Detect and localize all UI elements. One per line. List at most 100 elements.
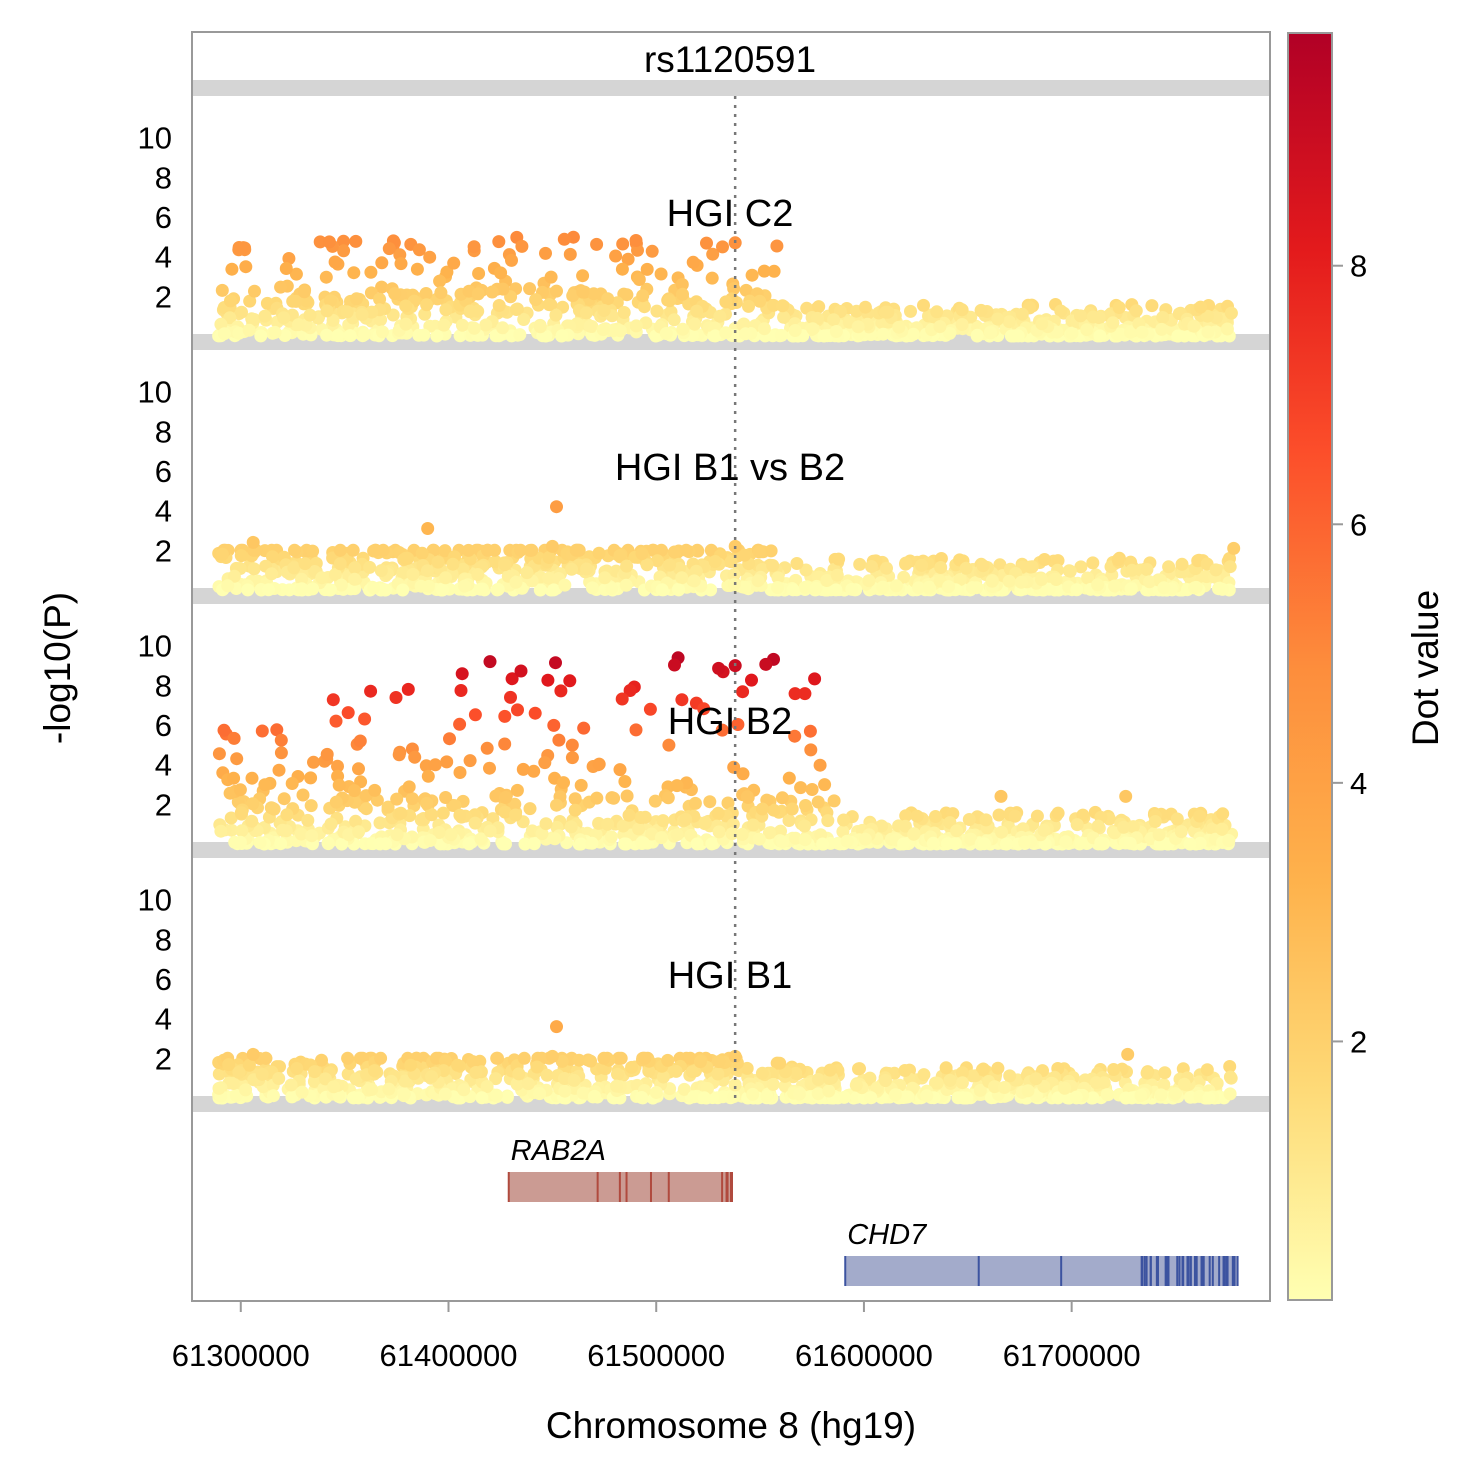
snp-point xyxy=(514,664,528,678)
snp-point xyxy=(1223,1087,1237,1101)
snp-point xyxy=(1124,582,1138,596)
y-tick-label: 6 xyxy=(155,200,172,235)
y-tick-label: 10 xyxy=(138,883,172,918)
snp-point xyxy=(402,780,416,794)
snp-point xyxy=(326,693,340,707)
snp-point-highlight xyxy=(550,1020,563,1034)
snp-point xyxy=(509,808,522,822)
snp-point xyxy=(557,776,570,790)
snp-point xyxy=(262,583,275,597)
snp-point xyxy=(675,693,689,707)
snp-point xyxy=(616,819,630,833)
snp-point xyxy=(757,322,771,336)
snp-point xyxy=(298,557,312,571)
snp-point xyxy=(650,554,664,568)
y-tick-label: 8 xyxy=(155,414,172,449)
snp-point xyxy=(716,240,729,254)
snp-point xyxy=(404,1058,418,1072)
snp-point xyxy=(899,556,913,570)
snp-point xyxy=(363,560,377,574)
snp-point xyxy=(805,783,819,796)
panel-1 xyxy=(193,230,1269,350)
snp-point xyxy=(533,583,547,597)
snp-point xyxy=(635,1091,649,1104)
snp-point xyxy=(433,274,447,288)
colorbar-tick-label: 2 xyxy=(1350,1024,1367,1059)
snp-point xyxy=(1117,820,1131,834)
snp-point xyxy=(1174,825,1188,839)
snp-point xyxy=(964,832,978,846)
snp-point xyxy=(306,544,320,558)
snp-point xyxy=(745,673,758,687)
snp-point xyxy=(955,318,969,331)
snp-point xyxy=(1076,808,1090,822)
exon-mark xyxy=(1155,1256,1158,1286)
snp-point xyxy=(629,319,643,333)
snp-point xyxy=(234,549,248,563)
snp-point xyxy=(1063,564,1077,578)
snp-point xyxy=(242,323,256,337)
snp-point xyxy=(535,827,549,841)
gene-rab2a: RAB2A xyxy=(507,1135,733,1202)
snp-point xyxy=(572,1053,586,1067)
exon-mark xyxy=(1236,1256,1239,1286)
snp-point xyxy=(798,819,811,833)
snp-point xyxy=(538,756,552,770)
snp-point xyxy=(212,1081,226,1095)
snp-point xyxy=(492,235,506,249)
snp-point xyxy=(516,762,530,776)
snp-point xyxy=(322,235,336,249)
snp-point xyxy=(568,792,582,806)
snp-point xyxy=(496,321,510,335)
snp-point xyxy=(739,283,753,297)
snp-point xyxy=(910,809,924,823)
snp-point xyxy=(808,672,822,686)
snp-point xyxy=(930,1076,944,1090)
snp-point xyxy=(471,287,485,301)
exon-mark xyxy=(1167,1256,1170,1286)
exon-mark xyxy=(1166,1256,1169,1286)
snp-point xyxy=(315,571,329,585)
snp-point xyxy=(669,1064,683,1078)
snp-point xyxy=(776,835,790,849)
snp-point xyxy=(799,799,812,812)
snp-point xyxy=(645,244,659,258)
snp-point xyxy=(809,581,823,595)
snp-point xyxy=(576,1086,590,1100)
snp-point xyxy=(1086,310,1100,324)
exon-mark xyxy=(1201,1256,1204,1286)
snp-point xyxy=(420,796,434,810)
snp-point xyxy=(327,1080,341,1094)
snp-point xyxy=(563,247,577,261)
snp-point xyxy=(648,794,662,808)
exon-mark xyxy=(1211,1256,1214,1286)
snp-point xyxy=(508,797,522,811)
snp-point xyxy=(862,574,876,588)
snp-point xyxy=(792,1087,806,1101)
x-axis-title: Chromosome 8 (hg19) xyxy=(546,1405,916,1446)
snp-point xyxy=(331,329,345,343)
snp-point xyxy=(574,837,588,851)
snp-point xyxy=(552,733,566,747)
snp-point xyxy=(654,543,668,557)
snp-point xyxy=(1152,828,1166,842)
snp-point xyxy=(472,267,486,280)
snp-point xyxy=(959,561,973,575)
snp-point xyxy=(481,543,495,557)
snp-point xyxy=(798,580,812,594)
snp-point xyxy=(668,658,681,672)
snp-point xyxy=(727,282,741,296)
snp-point xyxy=(289,294,303,308)
snp-point xyxy=(334,578,348,592)
snp-point xyxy=(688,317,702,331)
snp-point xyxy=(897,837,911,851)
snp-point xyxy=(939,1061,953,1075)
snp-point xyxy=(920,1089,934,1103)
snp-point xyxy=(431,555,445,569)
snp-point xyxy=(468,816,482,830)
snp-point xyxy=(512,1067,526,1081)
snp-point xyxy=(390,828,404,842)
snp-point xyxy=(1135,325,1149,339)
snp-point xyxy=(817,329,831,343)
snp-point xyxy=(1025,560,1039,574)
